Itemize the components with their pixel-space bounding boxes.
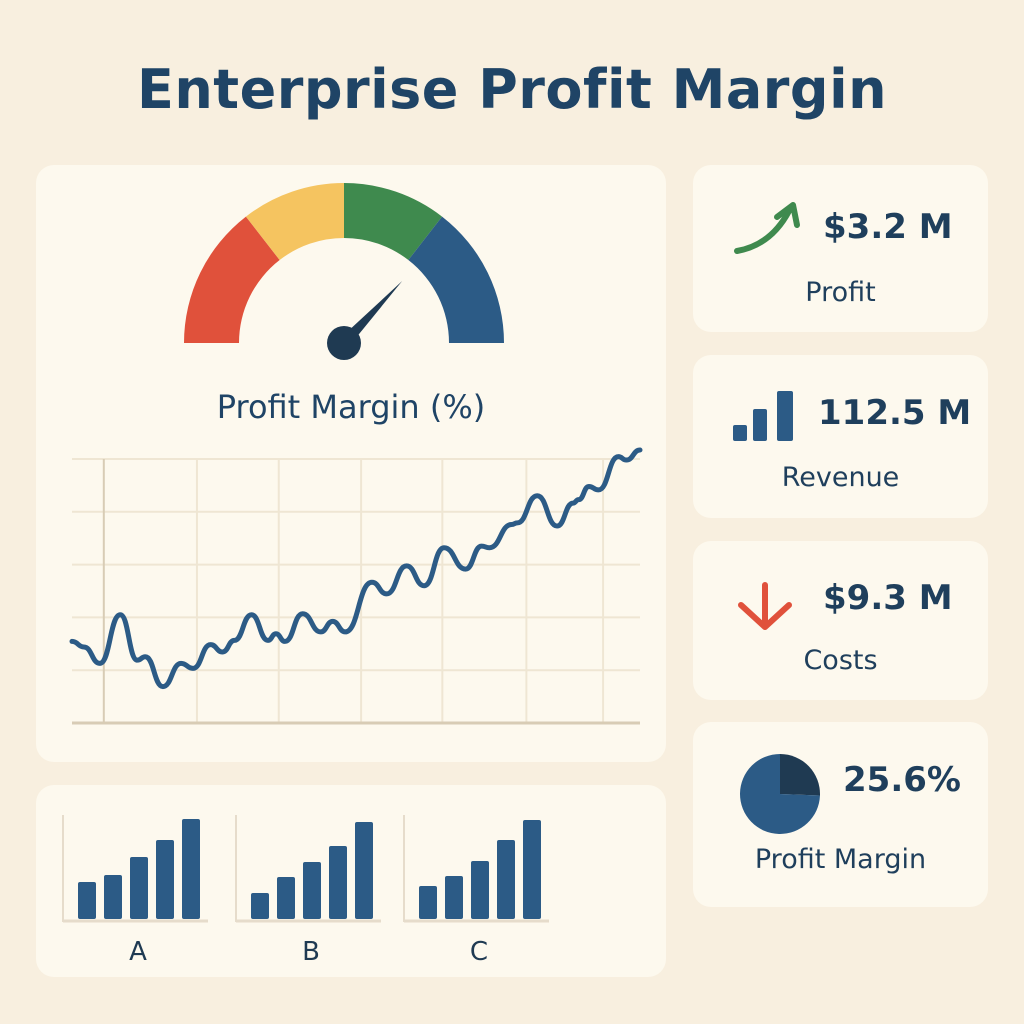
bar-charts: A B C: [62, 815, 549, 967]
bar-c-5: [523, 820, 541, 919]
profit-margin-line: [69, 447, 643, 690]
bar-a-5: [182, 819, 200, 919]
pie-chart-icon: [740, 754, 820, 834]
bar-c-3: [471, 861, 489, 919]
bar-a-3: [130, 857, 148, 919]
profit-margin-card: Profit Margin (%): [36, 165, 666, 762]
bar-c-2: [445, 876, 463, 919]
bar-a-2: [104, 875, 122, 919]
kpi-costs-value: $9.3 M: [823, 578, 953, 618]
kpi-costs-label: Costs: [803, 645, 878, 676]
bar-group-label: A: [129, 937, 147, 967]
gauge-label: Profit Margin (%): [216, 388, 486, 426]
bar-b-4: [329, 846, 347, 919]
bar-group-label: B: [302, 937, 320, 967]
kpi-costs-card: $9.3 M Costs: [693, 541, 988, 700]
kpi-profit-card: $3.2 M Profit: [693, 165, 988, 332]
pie-slice-2: [740, 754, 820, 834]
bar-b-2: [277, 877, 295, 919]
page-title: Enterprise Profit Margin: [136, 58, 888, 121]
kpi-profit-value: $3.2 M: [823, 207, 953, 247]
gauge-segment-2: [245, 183, 344, 261]
kpi-profit-margin-card: 25.6% Profit Margin: [693, 722, 988, 907]
bar-a-1: [78, 882, 96, 919]
gauge-needle-hub: [327, 326, 361, 360]
bar-chart-icon: [733, 391, 793, 441]
kpi-revenue-card: 112.5 M Revenue: [693, 355, 988, 518]
bar-charts-card: A B C: [36, 785, 666, 977]
pie-slice-1: [780, 754, 820, 796]
bar-b-1: [251, 893, 269, 919]
gauge-segment-1: [184, 216, 280, 343]
bar-c-4: [497, 840, 515, 919]
gauge-segment-3: [344, 183, 443, 261]
gauge-segment-4: [408, 216, 504, 343]
bar-b-5: [355, 822, 373, 919]
bar-c-1: [419, 886, 437, 919]
kpi-revenue-label: Revenue: [781, 462, 900, 493]
bar-a-4: [156, 840, 174, 919]
profit-margin-gauge: [184, 183, 504, 360]
arrow-down-icon: [738, 582, 792, 630]
bar-group-label: C: [470, 937, 488, 967]
kpi-revenue-value: 112.5 M: [818, 393, 972, 433]
kpi-profit-margin-value: 25.6%: [843, 760, 961, 800]
trend-up-arrow-icon: [734, 202, 800, 254]
kpi-profit-label: Profit: [805, 277, 876, 308]
kpi-profit-margin-label: Profit Margin: [754, 844, 927, 875]
bar-b-3: [303, 862, 321, 919]
